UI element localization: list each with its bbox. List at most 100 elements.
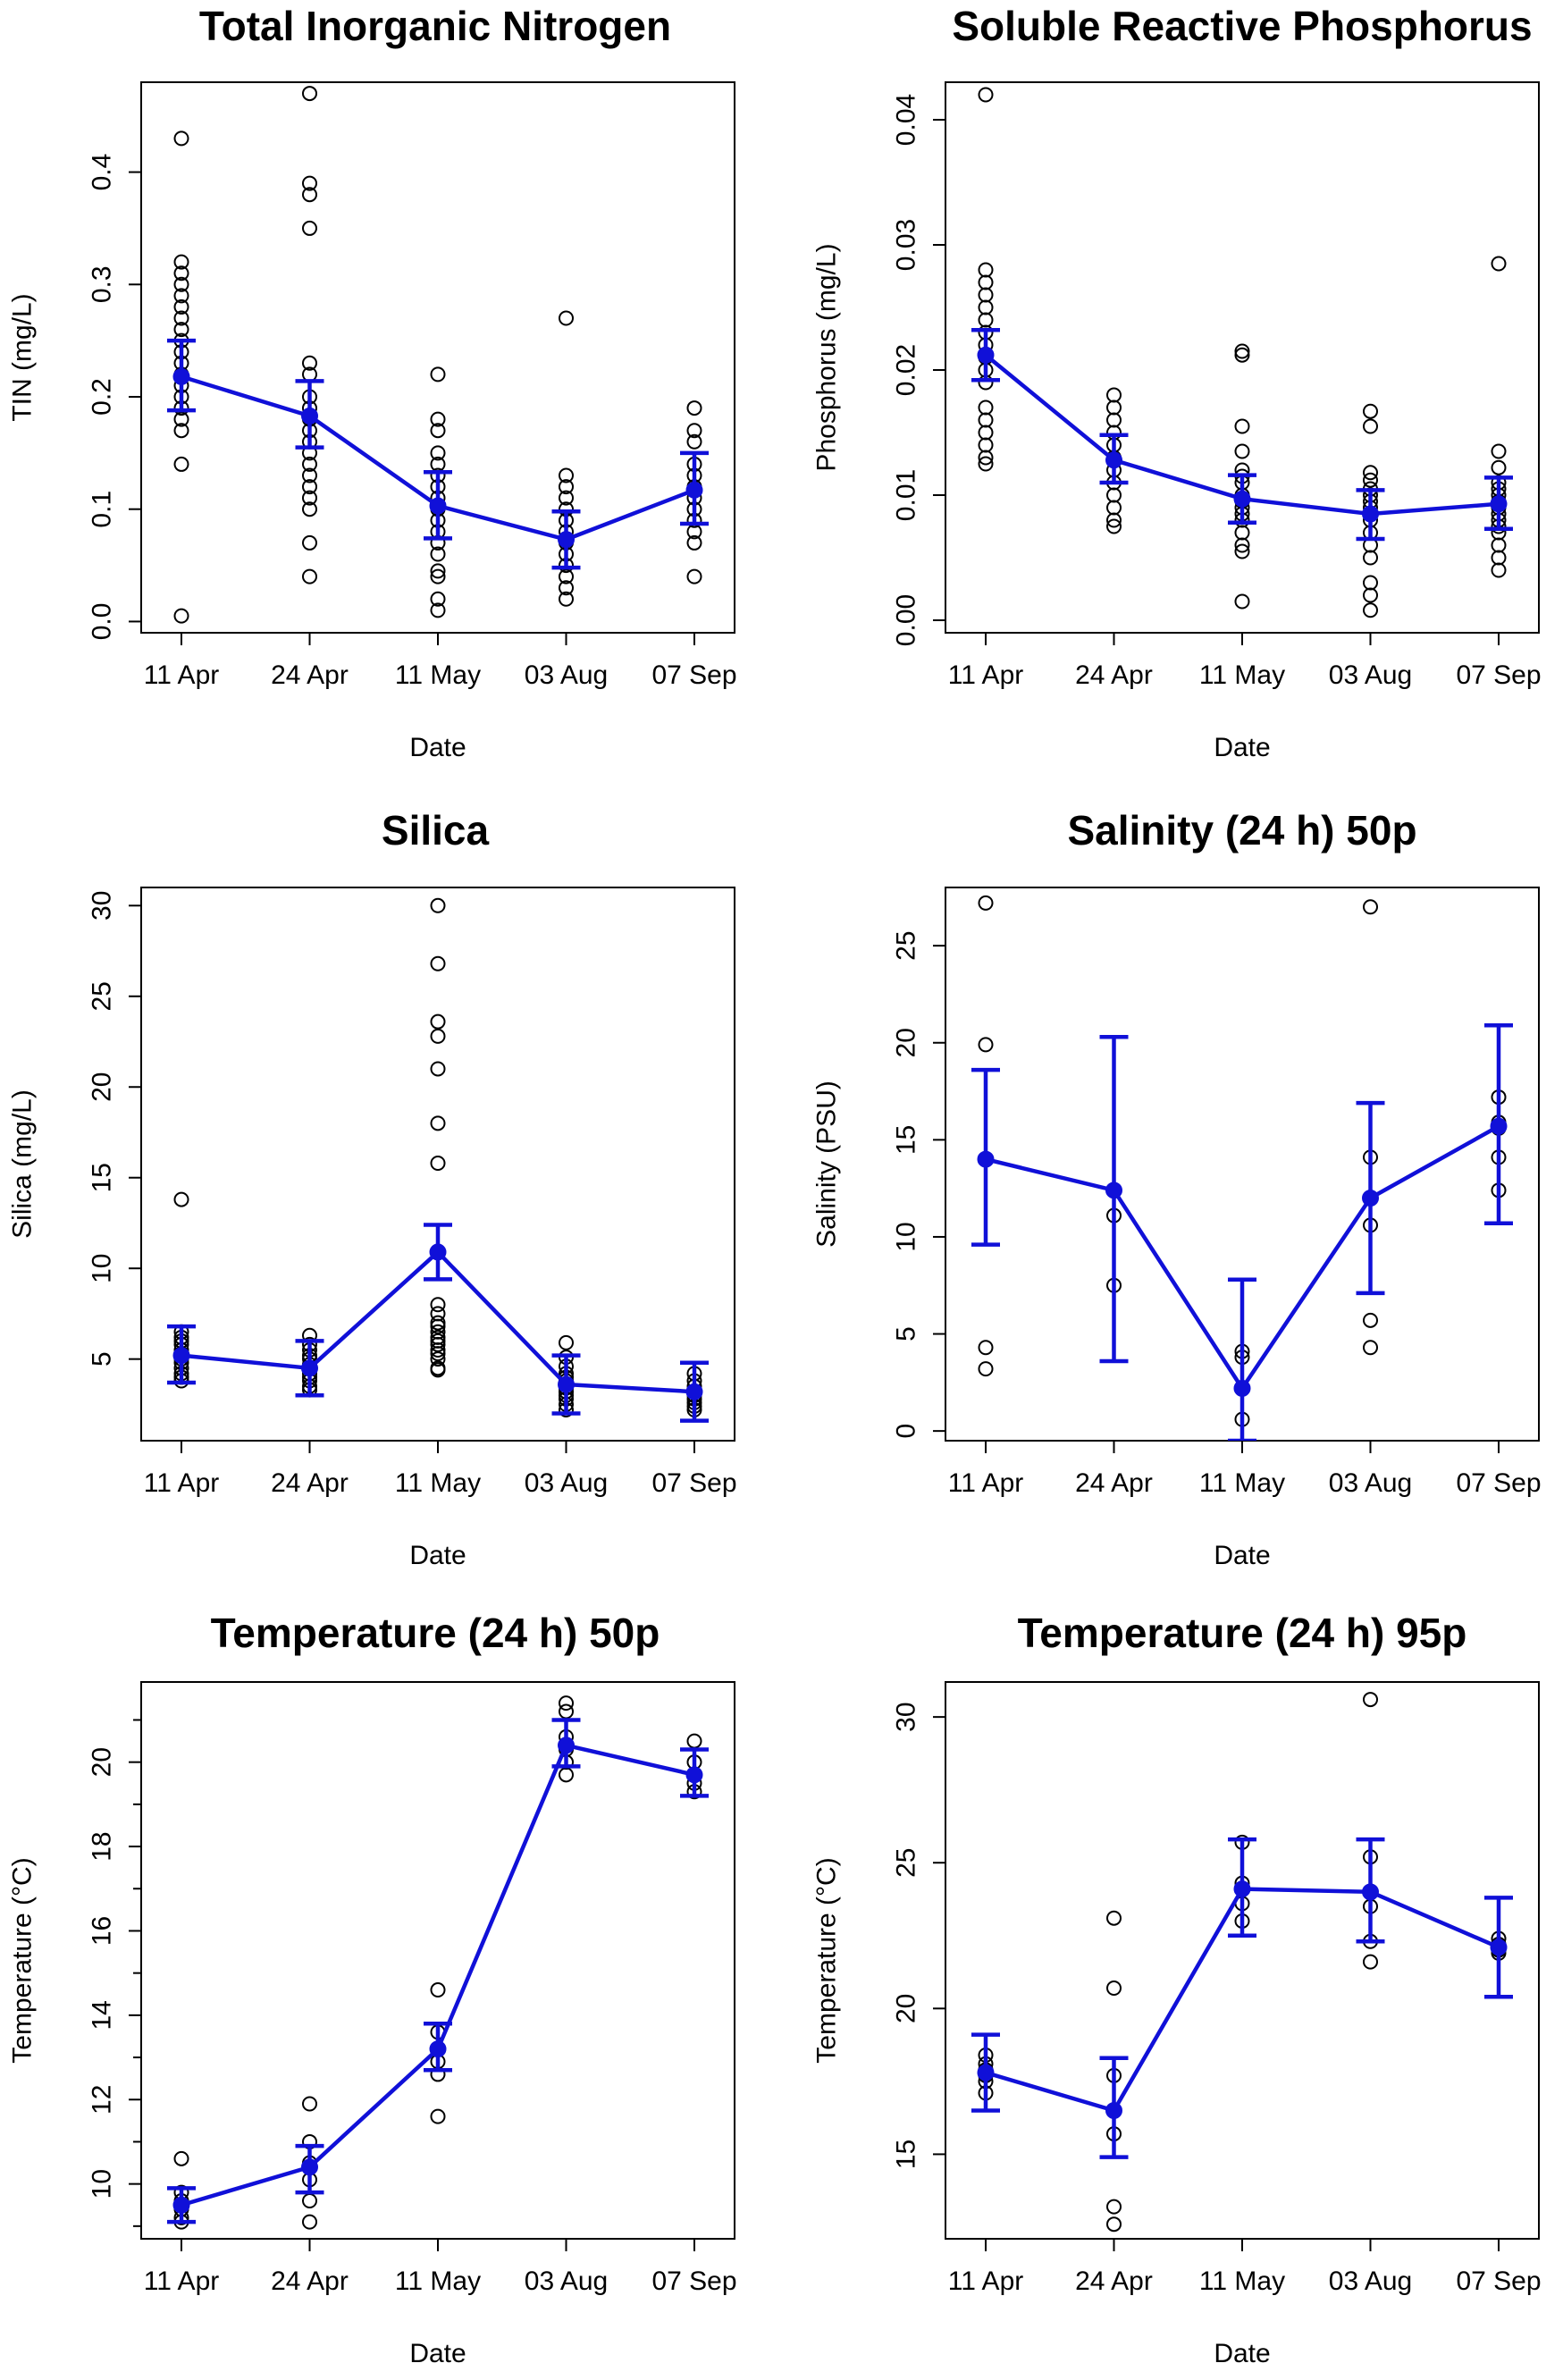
y-axis-label: Phosphorus (mg/L) xyxy=(812,243,842,471)
data-point xyxy=(1106,412,1122,428)
data-point xyxy=(1106,1980,1122,1996)
mean-point xyxy=(301,407,318,425)
x-tick-label: 11 May xyxy=(395,2266,481,2296)
x-tick-label: 11 May xyxy=(1199,2266,1285,2296)
chart-title: Total Inorganic Nitrogen xyxy=(199,3,671,49)
data-point xyxy=(173,254,189,270)
data-point xyxy=(430,897,446,913)
data-point xyxy=(978,312,994,328)
data-point xyxy=(302,2214,317,2230)
data-point xyxy=(1363,575,1378,591)
data-point xyxy=(1106,518,1122,534)
data-point xyxy=(430,568,446,584)
y-tick-label: 5 xyxy=(88,1351,117,1367)
data-point xyxy=(430,445,446,461)
y-tick-label: 10 xyxy=(892,1222,921,1251)
y-tick-label: 25 xyxy=(892,1848,921,1878)
data-point xyxy=(978,425,994,441)
data-point xyxy=(978,895,994,911)
data-point xyxy=(1106,500,1122,516)
data-point xyxy=(173,1191,189,1207)
mean-point xyxy=(1105,2101,1122,2119)
data-point xyxy=(978,262,994,278)
data-point xyxy=(430,423,446,439)
x-tick-label: 11 May xyxy=(1199,660,1285,690)
y-tick-label: 18 xyxy=(88,1831,117,1861)
mean-point xyxy=(1233,1880,1251,1898)
data-point xyxy=(1106,399,1122,416)
mean-point xyxy=(1105,1182,1122,1199)
y-tick-label: 20 xyxy=(88,1747,117,1777)
data-point xyxy=(686,433,702,450)
data-point xyxy=(173,608,189,624)
y-tick-label: 0.1 xyxy=(88,491,117,528)
y-tick-label: 0.01 xyxy=(892,469,921,521)
data-point xyxy=(686,423,702,439)
y-tick-label: 10 xyxy=(88,1254,117,1283)
y-tick-label: 0.04 xyxy=(892,94,921,146)
x-tick-label: 07 Sep xyxy=(651,2266,736,2296)
x-tick-label: 03 Aug xyxy=(1329,1468,1412,1498)
chart-title: Temperature (24 h) 95p xyxy=(1018,1610,1467,1656)
data-point xyxy=(302,220,317,236)
data-point xyxy=(1491,459,1507,475)
y-tick-label: 0.03 xyxy=(892,219,921,271)
mean-point xyxy=(558,1737,575,1754)
mean-point xyxy=(1490,1938,1508,1956)
data-point xyxy=(1491,550,1507,566)
data-point xyxy=(430,2108,446,2124)
mean-point xyxy=(685,1383,703,1400)
data-point xyxy=(430,366,446,383)
x-tick-label: 24 Apr xyxy=(271,2266,349,2296)
mean-point xyxy=(1362,1190,1379,1207)
data-point xyxy=(559,1695,574,1711)
data-point xyxy=(173,288,189,304)
x-tick-label: 11 May xyxy=(1199,1468,1285,1498)
data-point xyxy=(1106,512,1122,528)
x-axis-label: Date xyxy=(409,1541,466,1570)
x-tick-label: 24 Apr xyxy=(1075,660,1153,690)
data-area xyxy=(971,87,1513,618)
mean-point xyxy=(977,346,995,364)
data-point xyxy=(430,1351,446,1367)
data-point xyxy=(173,411,189,427)
x-tick-label: 07 Sep xyxy=(651,660,736,690)
data-point xyxy=(1363,465,1378,481)
x-tick-label: 03 Aug xyxy=(1329,660,1412,690)
data-point xyxy=(430,1115,446,1131)
x-tick-label: 07 Sep xyxy=(1456,2266,1541,2296)
y-tick-label: 0.3 xyxy=(88,265,117,303)
x-tick-label: 24 Apr xyxy=(271,660,349,690)
data-point xyxy=(978,450,994,466)
mean-point xyxy=(977,1150,995,1168)
data-point xyxy=(559,490,574,506)
x-tick-label: 07 Sep xyxy=(1456,660,1541,690)
mean-point xyxy=(1362,1883,1379,1901)
data-point xyxy=(1234,525,1250,541)
mean-point xyxy=(1490,1117,1508,1135)
data-point xyxy=(173,456,189,472)
mean-point xyxy=(301,2158,318,2176)
data-point xyxy=(559,580,574,596)
mean-point xyxy=(172,1347,190,1365)
x-tick-label: 11 Apr xyxy=(144,2266,220,2296)
panel-2: Soluble Reactive Phosphorus 0.00 0.01 0.02 0… xyxy=(812,3,1542,762)
data-area xyxy=(167,1695,709,2230)
chart-title: Silica xyxy=(382,807,490,854)
y-axis-label: TIN (mg/L) xyxy=(8,293,38,421)
data-point xyxy=(1106,1910,1122,1926)
panel-5: Temperature (24 h) 50p 10 12 14 16 18 20 Temper… xyxy=(8,1610,737,2368)
x-axis-label: Date xyxy=(409,733,466,762)
x-tick-label: 03 Aug xyxy=(525,660,608,690)
data-point xyxy=(978,412,994,428)
y-tick-label: 25 xyxy=(88,981,117,1011)
data-point xyxy=(430,591,446,607)
data-point xyxy=(430,1346,446,1362)
data-point xyxy=(1106,387,1122,403)
data-point xyxy=(302,534,317,551)
data-point xyxy=(430,1318,446,1334)
data-point xyxy=(302,187,317,203)
data-point xyxy=(302,456,317,472)
data-point xyxy=(559,568,574,584)
